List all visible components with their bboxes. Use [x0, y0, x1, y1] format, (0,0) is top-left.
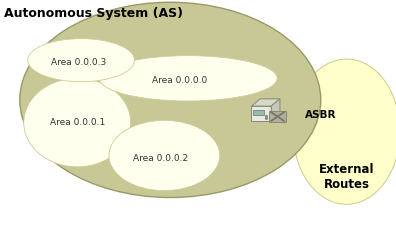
Text: Area 0.0.0.2: Area 0.0.0.2: [133, 154, 188, 163]
Ellipse shape: [20, 2, 321, 197]
Text: External
Routes: External Routes: [319, 163, 374, 191]
Ellipse shape: [99, 56, 277, 101]
Text: Autonomous System (AS): Autonomous System (AS): [4, 7, 183, 20]
Polygon shape: [271, 99, 280, 121]
Text: ASBR: ASBR: [305, 110, 337, 120]
Polygon shape: [251, 99, 280, 106]
Ellipse shape: [109, 120, 220, 191]
FancyBboxPatch shape: [269, 111, 286, 122]
Text: Area 0.0.0.0: Area 0.0.0.0: [152, 76, 208, 85]
FancyBboxPatch shape: [251, 106, 271, 121]
FancyBboxPatch shape: [253, 110, 264, 115]
Ellipse shape: [293, 59, 396, 204]
Text: Area 0.0.0.1: Area 0.0.0.1: [50, 118, 105, 127]
Ellipse shape: [24, 78, 131, 167]
Ellipse shape: [28, 39, 135, 82]
Text: Area 0.0.0.3: Area 0.0.0.3: [51, 58, 107, 67]
